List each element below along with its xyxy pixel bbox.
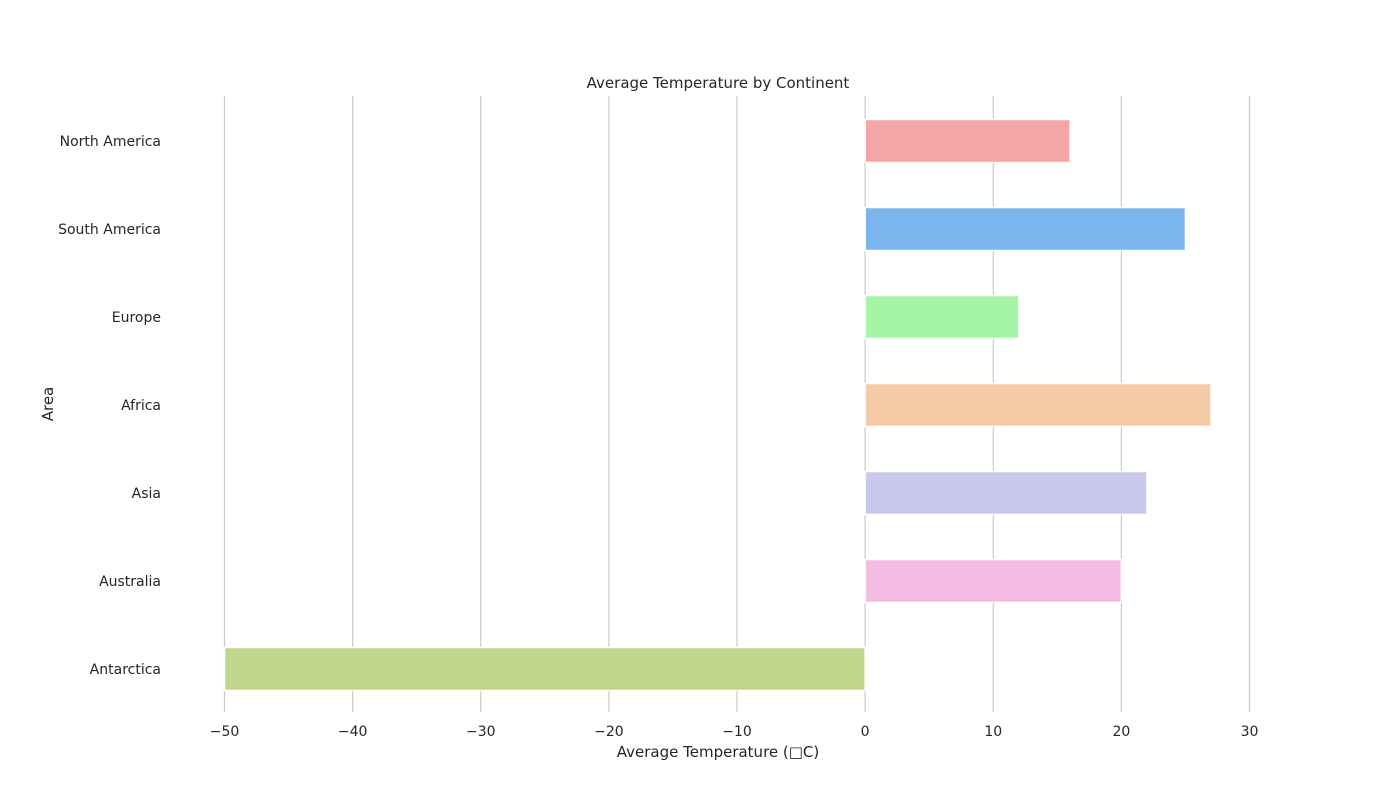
y-tick-label: South America [58, 222, 161, 238]
y-tick-label: Asia [132, 486, 161, 502]
bar [864, 470, 1148, 516]
bar [864, 206, 1187, 252]
x-tick-labels: −50 −40 −30 −20 −10 0 10 20 30 [210, 724, 1259, 740]
x-tick-label: 0 [861, 724, 870, 740]
y-tick-label: Australia [99, 574, 161, 590]
x-tick-label: −10 [722, 724, 752, 740]
x-axis-title: Average Temperature (□C) [617, 743, 820, 761]
x-tick-label: 10 [984, 724, 1002, 740]
x-tick-label: −20 [594, 724, 624, 740]
bar [864, 382, 1212, 428]
y-tick-label: Africa [121, 398, 161, 414]
y-tick-label: North America [60, 134, 161, 150]
x-tick-label: 30 [1241, 724, 1259, 740]
x-tick-label: −50 [210, 724, 240, 740]
bar [864, 294, 1020, 340]
x-tick-label: −30 [466, 724, 496, 740]
y-tick-label: Europe [112, 310, 161, 326]
y-tick-label: Antarctica [90, 662, 161, 678]
y-tick-labels: North America South America Europe Africa As… [58, 134, 161, 678]
bar [864, 118, 1071, 164]
chart-title: Average Temperature by Continent [587, 74, 850, 92]
y-axis-title: Area [39, 387, 57, 422]
bar [223, 646, 866, 692]
x-tick-label: 20 [1112, 724, 1130, 740]
bar [864, 558, 1123, 604]
bars [223, 118, 1212, 692]
x-tick-label: −40 [338, 724, 368, 740]
